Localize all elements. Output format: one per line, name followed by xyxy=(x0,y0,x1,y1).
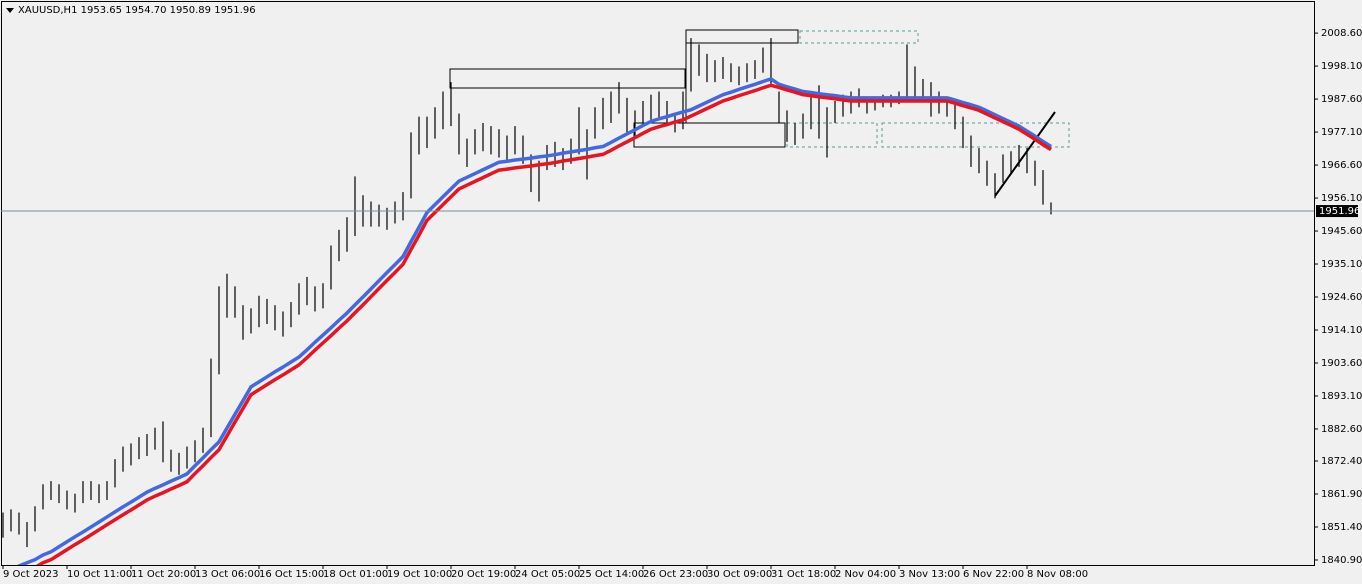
menu-triangle xyxy=(6,8,14,13)
trend-line xyxy=(994,111,1056,197)
x-tick-label: 13 Oct 06:00 xyxy=(195,569,260,580)
chart-title: XAUUSD,H1 1953.65 1954.70 1950.89 1951.9… xyxy=(18,5,256,16)
y-tick-label: 1893.10 xyxy=(1321,391,1362,402)
x-tick-label: 16 Oct 15:00 xyxy=(259,569,324,580)
x-tick-label: 19 Oct 10:00 xyxy=(387,569,452,580)
y-tick-label: 1914.10 xyxy=(1321,325,1362,336)
y-tick-label: 2008.60 xyxy=(1321,28,1362,39)
x-tick-label: 11 Oct 20:00 xyxy=(131,569,196,580)
plot-frame xyxy=(1,1,1315,566)
y-tick-label: 1903.60 xyxy=(1321,358,1362,369)
y-tick-label: 1935.10 xyxy=(1321,259,1362,270)
x-tick-label: 25 Oct 14:00 xyxy=(579,569,644,580)
y-tick-label: 1956.10 xyxy=(1321,193,1362,204)
y-tick-label: 1872.40 xyxy=(1321,456,1362,467)
x-tick-label: 18 Oct 01:00 xyxy=(323,569,388,580)
y-tick-label: 1924.60 xyxy=(1321,292,1362,303)
price-label-box xyxy=(1316,205,1358,218)
y-tick-label: 1987.60 xyxy=(1321,94,1362,105)
price-label: 1951.96 xyxy=(1319,206,1360,217)
x-tick-label: 31 Oct 18:00 xyxy=(771,569,836,580)
dashed-zone xyxy=(799,30,919,44)
x-tick-label: 3 Nov 13:00 xyxy=(899,569,960,580)
x-tick-label: 26 Oct 23:00 xyxy=(643,569,708,580)
y-tick-label: 1998.10 xyxy=(1321,61,1362,72)
x-tick-label: 2 Nov 04:00 xyxy=(835,569,896,580)
y-tick-label: 1861.90 xyxy=(1321,489,1362,500)
x-tick-label: 9 Oct 2023 xyxy=(3,569,58,580)
x-tick-label: 10 Oct 11:00 xyxy=(67,569,132,580)
y-tick-label: 1840.90 xyxy=(1321,555,1362,566)
plot-area xyxy=(2,29,1070,565)
y-tick-label: 1882.60 xyxy=(1321,424,1362,435)
moving-average xyxy=(17,77,1052,565)
y-tick-label: 1966.60 xyxy=(1321,160,1362,171)
rectangle xyxy=(449,68,686,89)
y-tick-label: 1945.60 xyxy=(1321,226,1362,237)
y-tick-label: 1851.40 xyxy=(1321,522,1362,533)
x-tick-label: 30 Oct 09:00 xyxy=(707,569,772,580)
x-tick-label: 20 Oct 19:00 xyxy=(451,569,516,580)
x-tick-label: 6 Nov 22:00 xyxy=(963,569,1024,580)
moving-average xyxy=(35,83,1052,565)
x-tick-label: 8 Nov 08:00 xyxy=(1027,569,1088,580)
dashed-zone xyxy=(881,122,1070,148)
y-tick-label: 1977.10 xyxy=(1321,127,1362,138)
x-tick-label: 24 Oct 05:00 xyxy=(515,569,580,580)
